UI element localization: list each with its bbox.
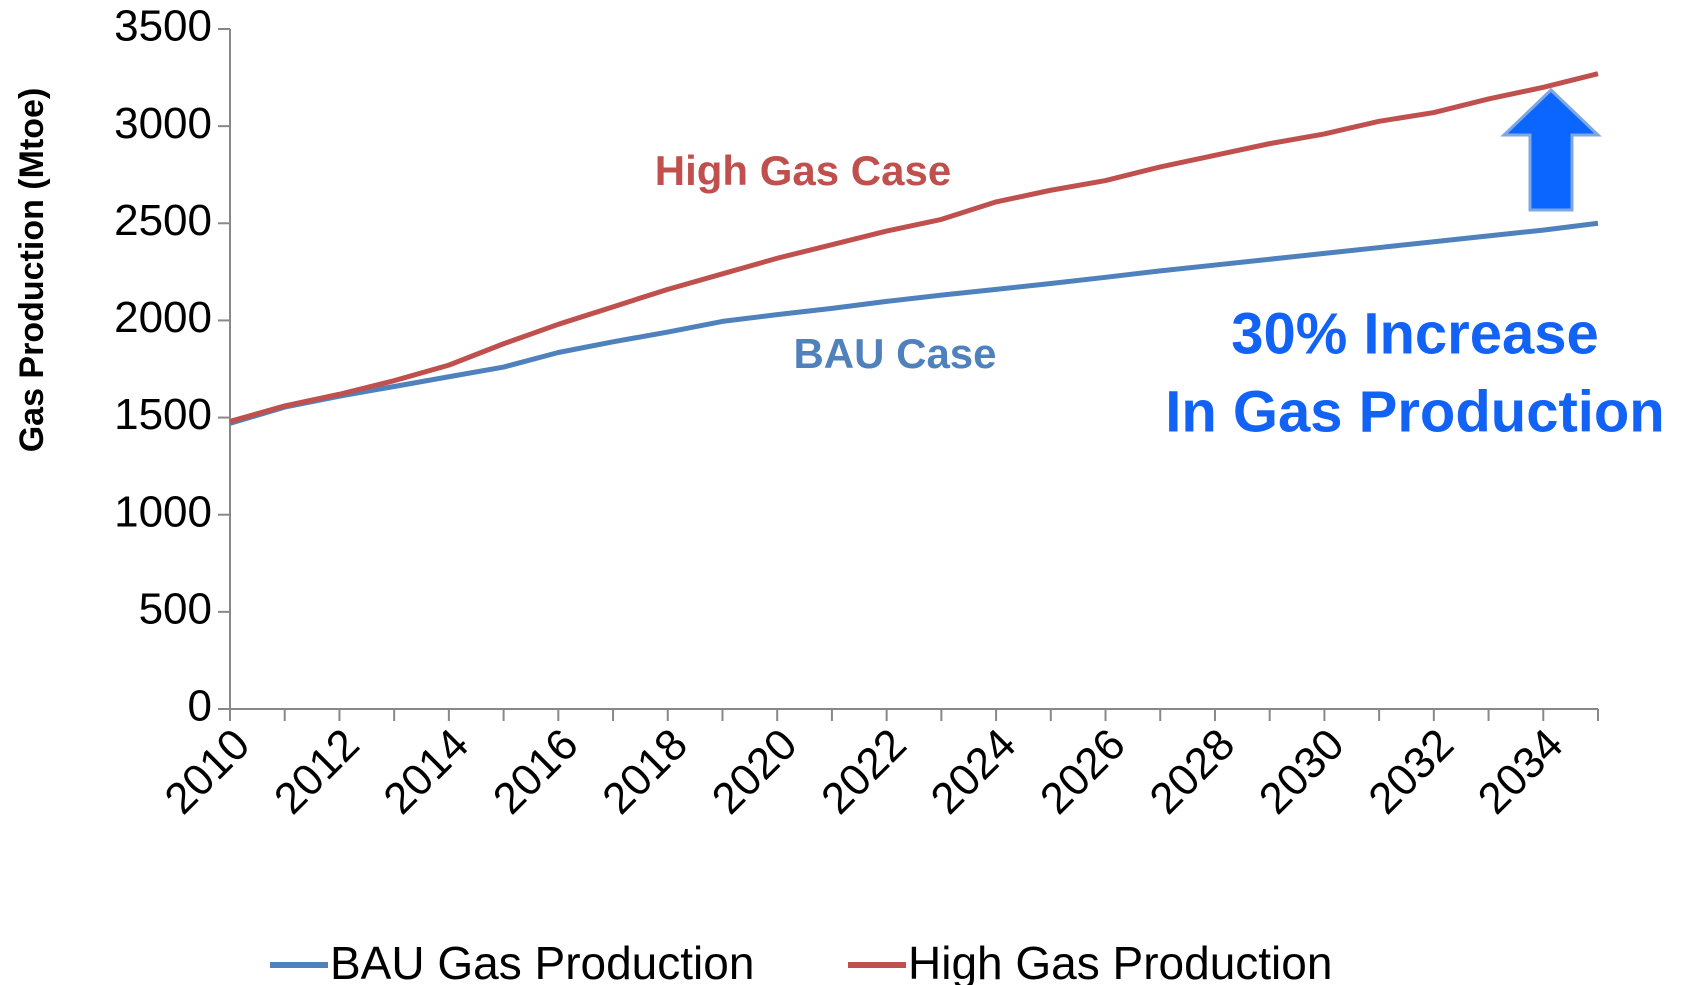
legend-label: BAU Gas Production xyxy=(330,937,754,985)
x-tick-label: 2014 xyxy=(374,720,478,824)
x-tick-label: 2020 xyxy=(703,720,807,824)
legend-label: High Gas Production xyxy=(908,937,1332,985)
x-tick-label: 2032 xyxy=(1359,720,1463,824)
x-tick-label: 2034 xyxy=(1469,720,1573,824)
y-tick-label: 1000 xyxy=(114,487,212,536)
y-tick-label: 3000 xyxy=(114,99,212,148)
arrow xyxy=(1500,87,1602,212)
x-tick-label: 2016 xyxy=(484,720,588,824)
y-tick-label: 0 xyxy=(188,682,212,731)
series-line xyxy=(229,220,1599,426)
x-tick-label: 2010 xyxy=(155,720,259,824)
x-tick-label: 2018 xyxy=(593,720,697,824)
series-line xyxy=(229,71,1599,424)
y-tick-label: 1500 xyxy=(114,390,212,439)
y-tick-label: 2500 xyxy=(114,196,212,245)
annotation: In Gas Production xyxy=(1165,379,1665,444)
annotation: High Gas Case xyxy=(655,147,951,194)
annotation: 30% Increase xyxy=(1231,301,1599,366)
y-tick-label: 500 xyxy=(139,584,212,633)
y-tick-label: 2000 xyxy=(114,293,212,342)
y-axis-label: Gas Production (Mtoe) xyxy=(13,88,51,453)
y-tick-label: 3500 xyxy=(114,2,212,51)
x-tick-label: 2028 xyxy=(1140,720,1244,824)
annotation: BAU Case xyxy=(793,330,996,377)
x-tick-label: 2024 xyxy=(922,720,1026,824)
x-tick-label: 2030 xyxy=(1250,720,1354,824)
x-tick-label: 2026 xyxy=(1031,720,1135,824)
x-tick-label: 2022 xyxy=(812,720,916,824)
x-tick-label: 2012 xyxy=(265,720,369,824)
